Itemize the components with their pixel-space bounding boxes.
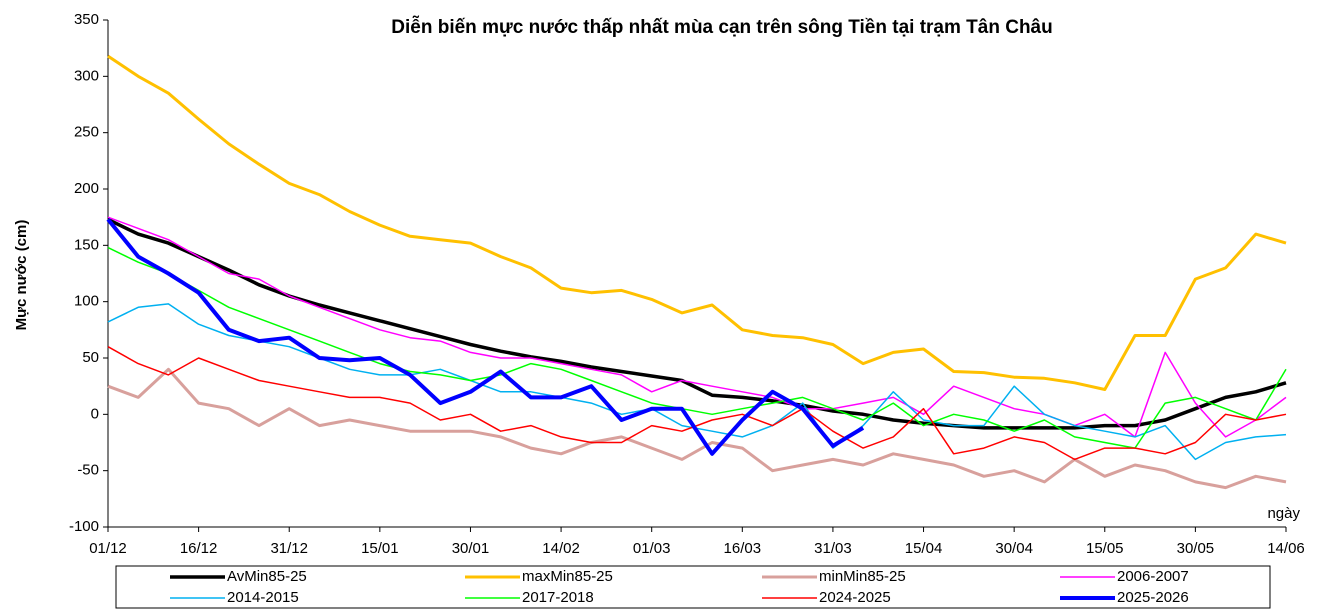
y-tick-label: 250 — [74, 124, 99, 141]
y-tick-label: 200 — [74, 180, 99, 197]
legend-label: 2024-2025 — [819, 589, 891, 606]
x-tick-label: 30/01 — [452, 540, 490, 557]
x-tick-label: 14/06 — [1267, 540, 1305, 557]
x-tick-label: 01/12 — [89, 540, 127, 557]
series-line — [107, 216, 1287, 438]
legend-box — [115, 565, 1271, 609]
x-tick-label: 14/02 — [542, 540, 580, 557]
chart-title: Diễn biến mực nước thấp nhất mùa cạn trê… — [391, 16, 1052, 38]
y-tick-label: -100 — [69, 518, 99, 535]
series-line — [107, 54, 1287, 391]
y-tick-label: 150 — [74, 236, 99, 253]
series-line — [107, 367, 1287, 490]
x-tick-label: 16/03 — [724, 540, 762, 557]
series-line — [107, 246, 1287, 449]
x-tick-label: 16/12 — [180, 540, 218, 557]
x-axis-label: ngày — [1267, 505, 1300, 522]
x-tick-label: 15/05 — [1086, 540, 1124, 557]
x-tick-label: 30/05 — [1177, 540, 1215, 557]
legend-label: minMin85-25 — [819, 568, 906, 585]
y-tick-label: 0 — [91, 405, 99, 422]
y-axis-label: Mực nước (cm) — [13, 220, 30, 331]
y-tick-label: 300 — [74, 67, 99, 84]
series-line — [107, 217, 1287, 430]
legend-label: AvMin85-25 — [227, 568, 307, 585]
x-tick-label: 30/04 — [995, 540, 1033, 557]
x-tick-label: 31/03 — [814, 540, 852, 557]
y-tick-label: 100 — [74, 293, 99, 310]
x-tick-label: 31/12 — [270, 540, 308, 557]
legend-label: 2025-2026 — [1117, 589, 1189, 606]
series-line — [107, 346, 1287, 461]
legend-label: 2014-2015 — [227, 589, 299, 606]
y-tick-label: -50 — [77, 462, 99, 479]
x-tick-label: 01/03 — [633, 540, 671, 557]
series-line — [106, 218, 865, 456]
y-tick-label: 350 — [74, 11, 99, 28]
y-tick-label: 50 — [82, 349, 99, 366]
legend-label: 2006-2007 — [1117, 568, 1189, 585]
x-tick-label: 15/01 — [361, 540, 399, 557]
legend-label: maxMin85-25 — [522, 568, 613, 585]
legend-label: 2017-2018 — [522, 589, 594, 606]
x-tick-label: 15/04 — [905, 540, 943, 557]
